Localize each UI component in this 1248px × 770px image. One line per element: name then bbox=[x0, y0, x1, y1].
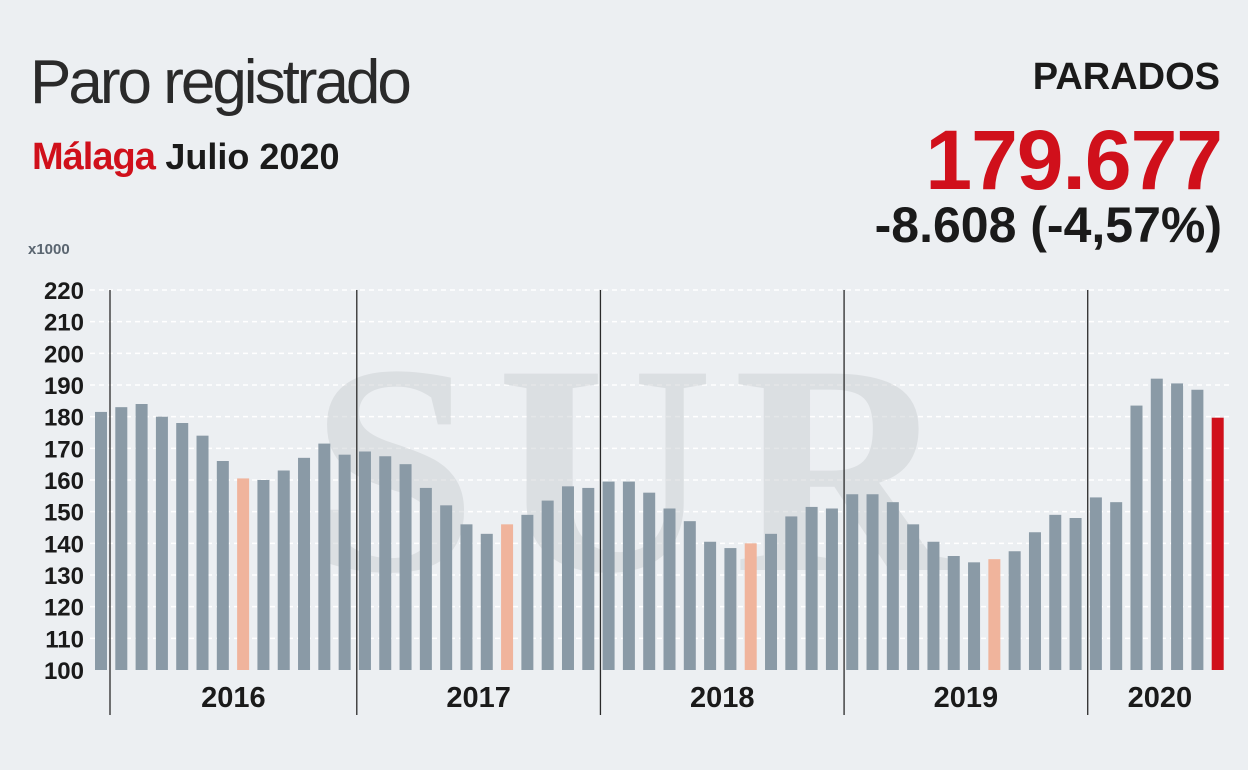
y-tick-label: 110 bbox=[45, 626, 84, 653]
x-year-label: 2020 bbox=[1128, 682, 1193, 714]
bar bbox=[704, 541, 717, 670]
bar bbox=[947, 556, 960, 670]
unit-label: x1000 bbox=[28, 241, 70, 258]
page-title: Paro registrado bbox=[30, 48, 412, 117]
bar bbox=[460, 524, 473, 670]
kpi-value: 179.677 bbox=[925, 113, 1223, 207]
bar bbox=[298, 457, 311, 670]
bar bbox=[805, 506, 818, 670]
bar bbox=[1191, 389, 1204, 670]
y-tick-label: 130 bbox=[44, 563, 84, 590]
bar bbox=[561, 486, 574, 670]
bar bbox=[257, 480, 270, 670]
bar bbox=[785, 516, 798, 670]
bar bbox=[440, 505, 453, 670]
bar bbox=[399, 464, 412, 670]
bar bbox=[1049, 514, 1062, 670]
bar bbox=[846, 494, 859, 670]
bar bbox=[825, 508, 838, 670]
bar bbox=[1089, 497, 1102, 670]
y-tick-label: 180 bbox=[44, 405, 84, 432]
bar bbox=[135, 404, 148, 670]
bar bbox=[419, 487, 432, 670]
bar bbox=[216, 461, 229, 670]
bar bbox=[176, 423, 189, 670]
bar bbox=[277, 470, 290, 670]
y-tick-label: 210 bbox=[44, 310, 84, 337]
bar bbox=[196, 435, 209, 670]
bar bbox=[379, 456, 392, 670]
y-tick-label: 190 bbox=[44, 373, 84, 400]
bar bbox=[115, 407, 128, 670]
bar bbox=[907, 524, 920, 670]
bar bbox=[358, 451, 371, 670]
bar bbox=[501, 524, 514, 670]
x-year-label: 2017 bbox=[446, 682, 511, 714]
y-tick-label: 140 bbox=[44, 531, 84, 558]
bar bbox=[927, 541, 940, 670]
y-tick-label: 220 bbox=[44, 278, 84, 305]
bar bbox=[541, 500, 554, 670]
date-label: Julio 2020 bbox=[165, 136, 340, 177]
y-tick-label: 150 bbox=[44, 500, 84, 527]
place-label: Málaga bbox=[32, 136, 156, 178]
bar bbox=[1110, 502, 1123, 670]
x-year-label: 2018 bbox=[690, 682, 755, 714]
bar bbox=[663, 508, 676, 670]
bar bbox=[95, 411, 107, 670]
bar bbox=[602, 481, 615, 670]
bar bbox=[765, 533, 778, 670]
bar bbox=[683, 521, 696, 670]
y-tick-label: 160 bbox=[44, 468, 84, 495]
kpi-change: -8.608 (-4,57%) bbox=[874, 197, 1222, 253]
bar bbox=[1150, 378, 1163, 670]
bar bbox=[1171, 383, 1184, 670]
bar bbox=[724, 548, 737, 670]
bar bbox=[886, 502, 899, 670]
bar bbox=[1130, 405, 1143, 670]
bar bbox=[338, 454, 351, 670]
bar bbox=[643, 492, 656, 670]
bar bbox=[866, 494, 879, 670]
bar bbox=[1028, 532, 1041, 670]
subtitle: Málaga Julio 2020 bbox=[32, 138, 339, 176]
bar bbox=[318, 443, 331, 670]
x-year-label: 2016 bbox=[201, 682, 266, 714]
bar bbox=[968, 562, 981, 670]
bar bbox=[480, 533, 493, 670]
bar bbox=[744, 543, 757, 670]
bar bbox=[1008, 551, 1021, 670]
x-year-label: 2019 bbox=[934, 682, 999, 714]
y-tick-label: 100 bbox=[44, 658, 84, 685]
y-tick-label: 200 bbox=[44, 341, 84, 368]
bar bbox=[1211, 417, 1224, 670]
bar bbox=[1069, 518, 1082, 670]
bar bbox=[582, 487, 595, 670]
y-tick-label: 120 bbox=[44, 595, 84, 622]
kpi-label: PARADOS bbox=[1032, 56, 1220, 98]
bar bbox=[521, 514, 534, 670]
bar bbox=[155, 416, 168, 670]
bar bbox=[988, 559, 1001, 670]
bar bbox=[622, 481, 635, 670]
bar bbox=[237, 478, 250, 670]
y-tick-label: 170 bbox=[44, 436, 84, 463]
